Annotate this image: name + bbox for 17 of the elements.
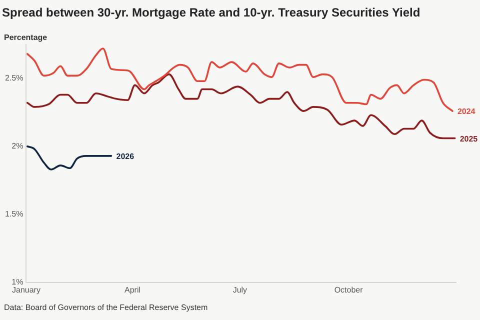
y-tick-label: 2% (12, 142, 24, 151)
x-tick-label: January (12, 285, 40, 294)
text: Data: Board of Governors of the Federal Reserve System (4, 303, 208, 312)
line-series (26, 146, 112, 170)
series-label: 2025 (460, 134, 478, 144)
x-tick-label: July (232, 285, 248, 294)
y-axis-title: Percentage (4, 33, 48, 42)
line-series (26, 73, 456, 140)
y-tick-label: 1.5% (5, 210, 24, 219)
y-tick-label: 1% (12, 278, 24, 287)
y-tick-label: 2.5% (5, 74, 24, 83)
chart-title: Spread between 30-yr. Mortgage Rate and 10-yr. Treasury Securities Yield (2, 6, 420, 20)
series-label: 2026 (116, 152, 135, 162)
x-tick-label: October (334, 285, 364, 294)
line-series (26, 48, 454, 112)
x-tick-label: April (124, 285, 141, 294)
series-label: 2024 (457, 107, 476, 116)
